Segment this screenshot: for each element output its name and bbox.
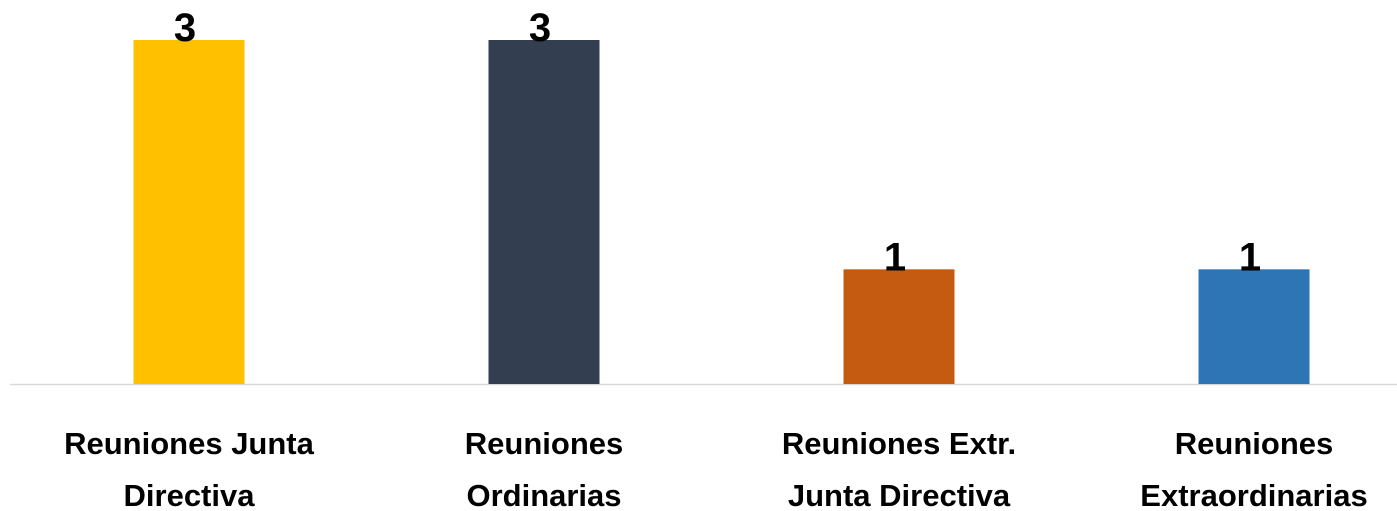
data-label: 3 (529, 6, 551, 50)
bar (1198, 269, 1310, 384)
bar (133, 40, 245, 384)
x-tick-label: Reuniones Extraordinarias (1140, 426, 1368, 511)
data-label: 1 (1239, 235, 1261, 279)
x-tick-label: Reuniones Extr. Junta Directiva (781, 426, 1017, 511)
x-tick-label: Reuniones Ordinarias (464, 426, 624, 511)
bar (488, 40, 600, 384)
data-label: 1 (884, 235, 906, 279)
data-label: 3 (174, 6, 196, 50)
x-tick-label: Reuniones Junta Directiva (64, 426, 314, 511)
bar (843, 269, 955, 384)
